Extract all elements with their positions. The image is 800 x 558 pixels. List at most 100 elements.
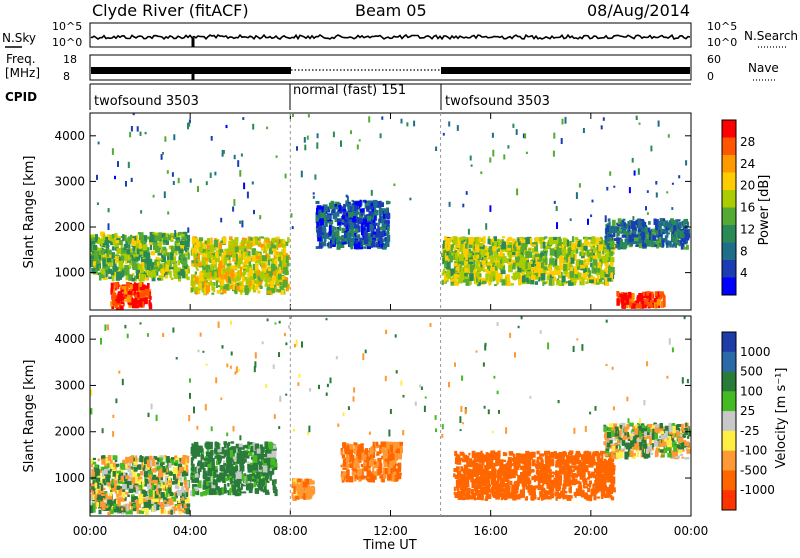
vel-heatmap-cell-0 — [106, 506, 108, 509]
colorbar-swatch — [722, 155, 736, 173]
nsky-label: N.Sky — [2, 31, 36, 45]
power-heatmap-speck — [242, 117, 244, 120]
vel-heatmap-cell-1 — [192, 489, 195, 497]
power-heatmap-cell-4 — [496, 275, 501, 283]
power-heatmap-cell-5 — [681, 238, 685, 242]
power-heatmap-cell-2 — [195, 278, 199, 283]
power-heatmap-speck — [634, 170, 636, 175]
vel-heatmap-cell-0 — [158, 488, 161, 491]
power-heatmap-cell-5 — [677, 242, 680, 246]
vel-heatmap-cell-3 — [377, 471, 381, 474]
power-heatmap-cell-1 — [136, 272, 139, 279]
vel-heatmap-cell-1 — [251, 446, 254, 450]
vel-heatmap-cell-3 — [364, 466, 368, 471]
power-heatmap-speck — [561, 138, 563, 144]
power-heatmap-cell-4 — [465, 277, 470, 279]
power-heatmap-cell-1 — [140, 251, 143, 255]
power-heatmap-cell-2 — [210, 255, 212, 258]
power-heatmap-cell-4 — [579, 279, 582, 282]
power-heatmap-cell-3 — [316, 246, 319, 249]
power-heatmap-speck — [162, 152, 164, 155]
power-heatmap-speck — [131, 126, 133, 132]
colorbar-tick-label: 8 — [740, 244, 748, 258]
power-heatmap-cell-4 — [556, 280, 561, 285]
power-heatmap-cell-4 — [569, 282, 574, 285]
vel-heatmap-cell-0 — [122, 484, 127, 489]
vel-heatmap-cell-1 — [249, 489, 253, 493]
power-heatmap-cell-1 — [99, 274, 102, 281]
power-heatmap-cell-4 — [578, 241, 581, 247]
power-heatmap-speck — [188, 122, 190, 126]
power-heatmap-speck — [629, 187, 631, 193]
power-heatmap-cell-2 — [228, 249, 231, 252]
vel-heatmap-cell-1 — [239, 444, 243, 448]
power-heatmap-cell-4 — [494, 284, 497, 286]
power-heatmap-cell-2 — [247, 273, 250, 276]
vel-heatmap-cell-1 — [190, 477, 193, 480]
power-heatmap-cell-5 — [673, 237, 676, 244]
power-heatmap-speck — [448, 121, 450, 126]
power-heatmap-cell-4 — [563, 264, 567, 271]
vel-heatmap-cell-1 — [266, 451, 270, 453]
power-heatmap-cell-1 — [113, 239, 115, 246]
power-heatmap-cell-5 — [623, 231, 628, 235]
vel-heatmap-cell-0 — [157, 505, 159, 510]
power-heatmap-cell-4 — [574, 268, 577, 274]
vel-heatmap-cell-3 — [398, 473, 402, 476]
power-heatmap-cell-2 — [196, 269, 199, 271]
power-heatmap-cell-6 — [636, 297, 639, 300]
power-heatmap-speck — [226, 125, 228, 128]
power-heatmap-cell-4 — [547, 276, 550, 280]
power-heatmap-cell-3 — [376, 244, 379, 247]
power-heatmap-cell-2 — [202, 249, 206, 252]
power-heatmap-cell-3 — [334, 204, 337, 207]
power-heatmap-cell-5 — [620, 222, 624, 225]
power-heatmap-cell-4 — [469, 273, 474, 281]
power-heatmap-speck — [381, 116, 383, 119]
power-heatmap-speck — [526, 152, 528, 154]
power-heatmap-cell-1 — [107, 258, 111, 262]
power-heatmap-cell-2 — [213, 256, 216, 260]
vel-heatmap-cell-1 — [216, 478, 221, 482]
power-heatmap-cell-5 — [654, 219, 657, 226]
power-heatmap-cell-2 — [252, 248, 256, 255]
vel-heatmap-cell-1 — [231, 441, 235, 443]
power-heatmap-cell-2 — [215, 278, 220, 281]
vel-heatmap-cell-3 — [372, 467, 374, 472]
vel-heatmap-cell-0 — [93, 458, 96, 460]
vel-heatmap-cell-1 — [208, 452, 212, 457]
power-heatmap-speck — [562, 119, 564, 125]
vel-heatmap-cell-0 — [116, 471, 121, 474]
vel-heatmap-cell-1 — [232, 474, 236, 478]
vel-heatmap-cell-0 — [135, 455, 137, 461]
power-heatmap-cell-5 — [610, 241, 614, 248]
vel-heatmap-cell-0 — [121, 476, 124, 481]
power-heatmap-cell-4 — [485, 274, 489, 281]
power-heatmap-speck — [241, 153, 243, 156]
vel-heatmap-cell-1 — [209, 442, 213, 450]
power-heatmap-cell-1 — [145, 277, 148, 280]
vel-heatmap-cell-0 — [129, 481, 132, 485]
power-heatmap-cell-2 — [278, 274, 282, 280]
power-heatmap-speck — [335, 227, 337, 231]
power-heatmap-cell-2 — [255, 243, 260, 245]
vel-heatmap-cell-2 — [307, 497, 312, 499]
power-heatmap-cell-1 — [105, 270, 107, 277]
power-heatmap-cell-2 — [253, 284, 255, 289]
power-heatmap-cell-4 — [575, 254, 577, 261]
vel-heatmap-cell-0 — [96, 478, 101, 482]
power-heatmap-speck — [639, 123, 641, 125]
vel-heatmap-cell-1 — [259, 462, 262, 470]
vel-heatmap-cell-1 — [262, 448, 265, 452]
power-heatmap-cell-4 — [479, 243, 483, 247]
power-heatmap-cell-1 — [185, 240, 190, 247]
vel-heatmap-cell-0 — [152, 483, 154, 490]
power-heatmap-speck — [468, 229, 470, 235]
power-heatmap-cell-4 — [502, 236, 505, 238]
power-heatmap-cell-3 — [360, 209, 365, 213]
power-heatmap-cell-5 — [633, 230, 637, 234]
power-heatmap-speck — [613, 186, 615, 188]
power-heatmap-cell-1 — [133, 254, 138, 256]
vel-heatmap-cell-1 — [272, 468, 274, 471]
power-heatmap-cell-4 — [496, 263, 500, 268]
